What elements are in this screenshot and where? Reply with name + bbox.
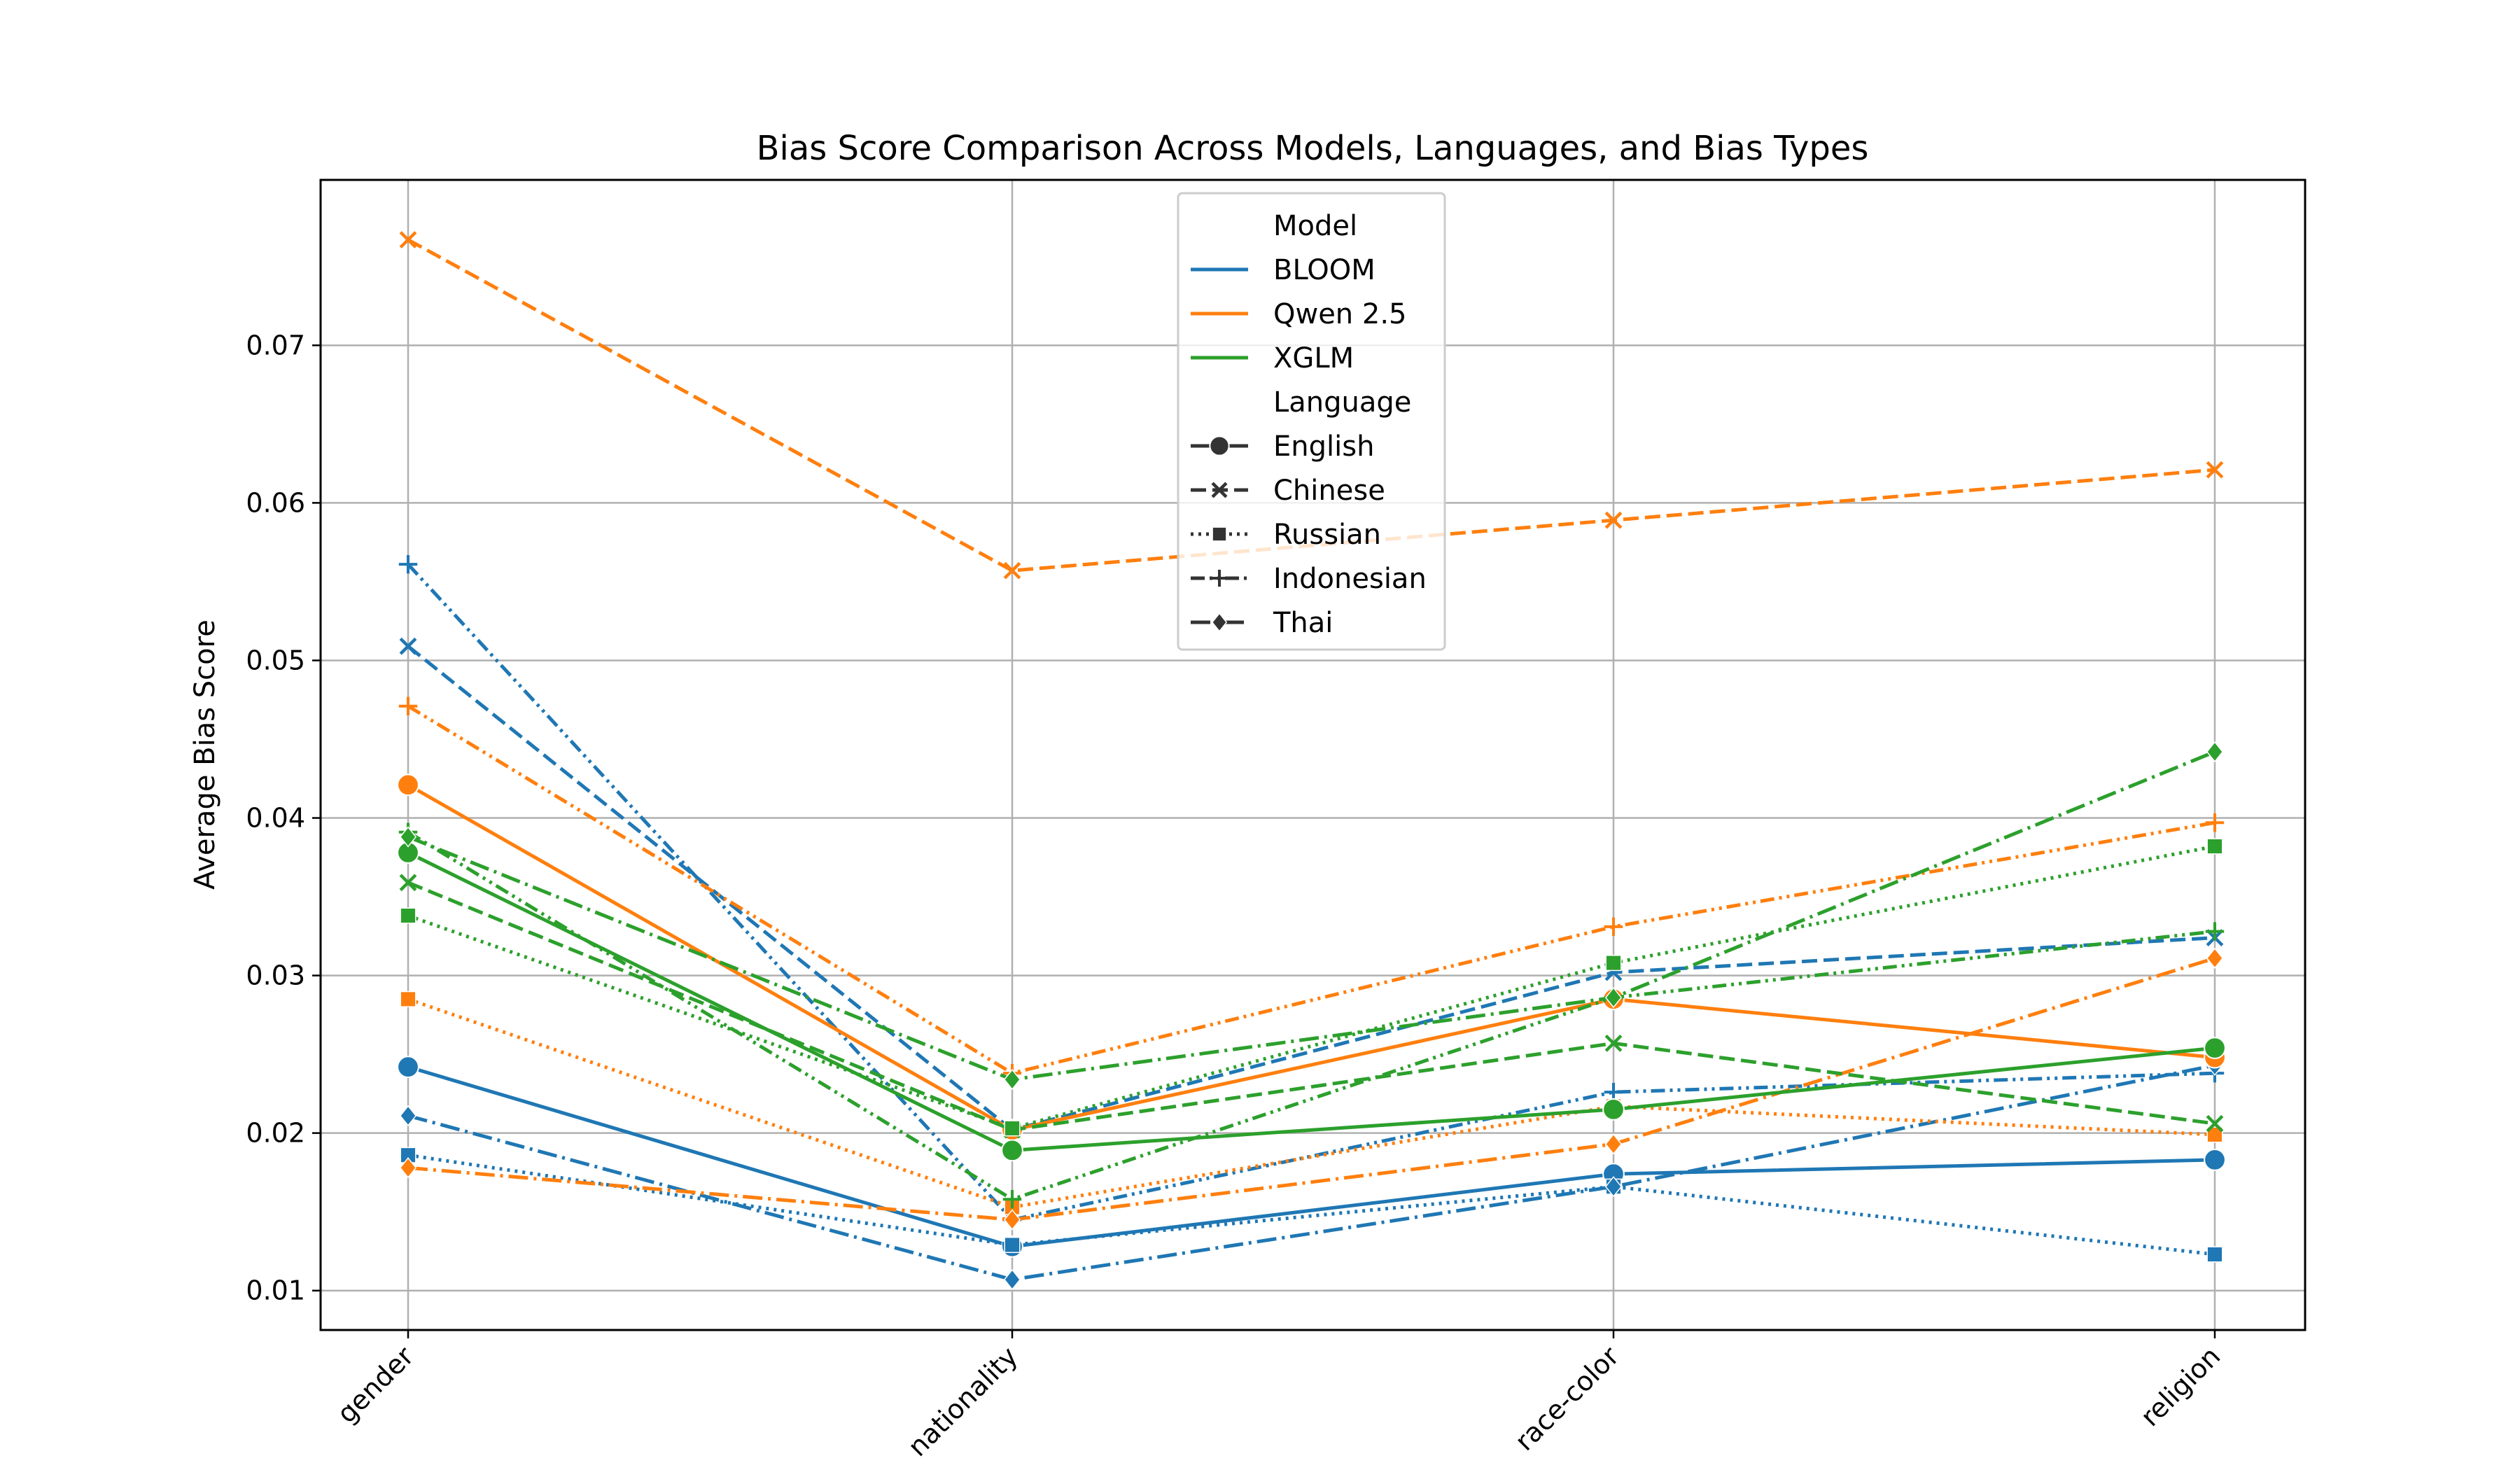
- legend-marker: [1211, 482, 1228, 498]
- data-point: [2206, 1114, 2224, 1133]
- series-line: [407, 881, 2216, 1132]
- legend-title-language: Language: [1273, 386, 1411, 419]
- data-point: [2206, 838, 2223, 855]
- y-tick-label: 0.04: [246, 803, 305, 834]
- data-point: [397, 1056, 419, 1079]
- data-point: [398, 696, 418, 715]
- data-point: [1003, 1069, 1021, 1091]
- data-point: [1604, 917, 1623, 937]
- y-axis-title: Average Bias Score: [189, 620, 221, 890]
- data-point: [399, 1105, 417, 1127]
- series-qwen-2-5-thai: [399, 947, 2224, 1231]
- series-line: [407, 956, 2216, 1222]
- data-point: [2206, 741, 2224, 763]
- legend-label: Thai: [1273, 607, 1333, 639]
- data-point: [1002, 1189, 1022, 1209]
- data-point: [399, 874, 417, 892]
- data-point: [1003, 561, 1021, 580]
- data-point: [1004, 1120, 1021, 1137]
- data-point: [2206, 1246, 2223, 1263]
- data-point: [2204, 1149, 2226, 1171]
- legend-label: Indonesian: [1273, 563, 1427, 595]
- series-line: [407, 645, 2216, 1132]
- plot-frame: [319, 178, 2306, 1331]
- legend-label: XGLM: [1273, 342, 1354, 374]
- data-point: [2205, 813, 2225, 832]
- series-line: [407, 1063, 2216, 1282]
- data-point: [2206, 1126, 2223, 1143]
- y-tick-label: 0.06: [246, 487, 305, 518]
- data-point: [2204, 1037, 2226, 1060]
- data-point: [2206, 461, 2224, 479]
- data-point: [1003, 1209, 1021, 1231]
- data-point: [2205, 922, 2225, 941]
- y-tick-label: 0.03: [246, 960, 305, 991]
- chart-title: Bias Score Comparison Across Models, Lan…: [757, 129, 1869, 168]
- data-point: [399, 1157, 417, 1179]
- data-point: [2206, 947, 2224, 969]
- data-point: [1602, 1098, 1625, 1121]
- data-point: [398, 554, 418, 574]
- series-line: [407, 1153, 2216, 1256]
- series-line: [407, 1065, 2216, 1249]
- data-point: [1604, 511, 1623, 529]
- data-point: [397, 774, 419, 797]
- series-line: [407, 830, 2216, 1201]
- legend: Model BLOOM Qwen 2.5 XGLM Language English Chi…: [1177, 192, 1446, 651]
- legend-label: Chinese: [1273, 475, 1385, 507]
- data-point: [400, 907, 416, 924]
- legend-label: BLOOM: [1273, 254, 1376, 286]
- series-line: [407, 850, 2216, 1152]
- series-line: [407, 783, 2216, 1132]
- legend-marker: [1209, 435, 1230, 456]
- legend-label: Russian: [1273, 519, 1381, 551]
- y-tick-label: 0.05: [246, 645, 305, 676]
- series-line: [407, 704, 2216, 1075]
- data-point: [1003, 1268, 1021, 1291]
- data-point: [1004, 1236, 1021, 1254]
- y-tick-label: 0.07: [246, 330, 305, 360]
- legend-title-model: Model: [1273, 210, 1357, 242]
- data-point: [1604, 1133, 1623, 1155]
- legend-label: English: [1273, 430, 1374, 463]
- series-lines: [397, 231, 2226, 1291]
- data-point: [400, 990, 416, 1007]
- data-point: [1604, 986, 1623, 1009]
- legend-label: Qwen 2.5: [1273, 298, 1407, 330]
- data-point: [1604, 1034, 1623, 1052]
- series-bloom-russian: [400, 1147, 2223, 1263]
- series-xglm-english: [397, 841, 2226, 1162]
- data-point: [1001, 1139, 1023, 1162]
- data-point: [1604, 1176, 1623, 1198]
- data-point: [399, 231, 417, 248]
- series-xglm-thai: [399, 741, 2224, 1091]
- y-tick-label: 0.01: [246, 1275, 305, 1306]
- data-point: [1605, 955, 1622, 972]
- series-bloom-thai: [399, 1054, 2224, 1291]
- legend-marker: [1210, 569, 1228, 587]
- data-point: [399, 637, 417, 655]
- series-line: [407, 750, 2216, 1082]
- data-point: [399, 826, 417, 848]
- series-line: [407, 997, 2216, 1209]
- legend-marker: [1212, 526, 1227, 542]
- legend-marker: [1211, 612, 1228, 632]
- y-tick-label: 0.02: [246, 1118, 305, 1149]
- series-xglm-russian: [400, 838, 2223, 1137]
